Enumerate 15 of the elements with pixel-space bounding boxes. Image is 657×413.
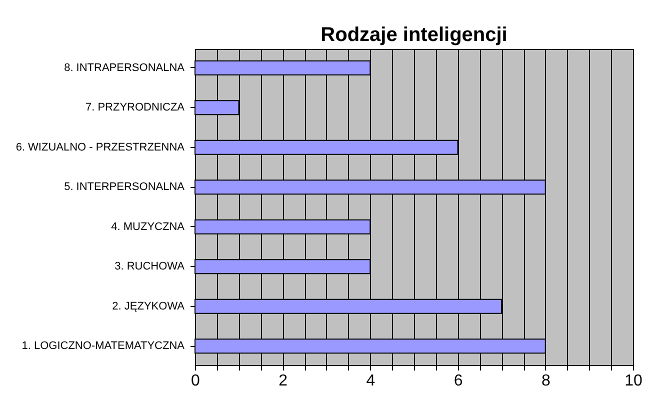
x-tick-label: 8	[541, 372, 550, 390]
chart-title: Rodzaje inteligencji	[320, 24, 508, 46]
x-tick-label: 6	[454, 372, 463, 390]
y-tick-label: 8. INTRAPERSONALNA	[64, 62, 186, 74]
y-tick-label: 3. RUCHOWA	[114, 260, 186, 273]
y-tick-label: 1. LOGICZNO-MATEMATYCZNA	[22, 340, 186, 352]
y-tick-label: 7. PRZYRODNICZA	[85, 102, 186, 114]
x-tick-label: 10	[624, 372, 642, 390]
x-tick-label: 4	[366, 372, 376, 390]
y-tick-label: 6. WIZUALNO - PRZESTRZENNA	[16, 141, 186, 154]
y-tick-label: 4. MUZYCZNA	[111, 220, 186, 233]
x-tick-label: 0	[191, 372, 200, 390]
x-tick-label: 2	[278, 372, 288, 390]
y-tick-label: 2. JĘZYKOWA	[112, 300, 186, 312]
y-tick-label: 5. INTERPERSONALNA	[64, 181, 186, 194]
